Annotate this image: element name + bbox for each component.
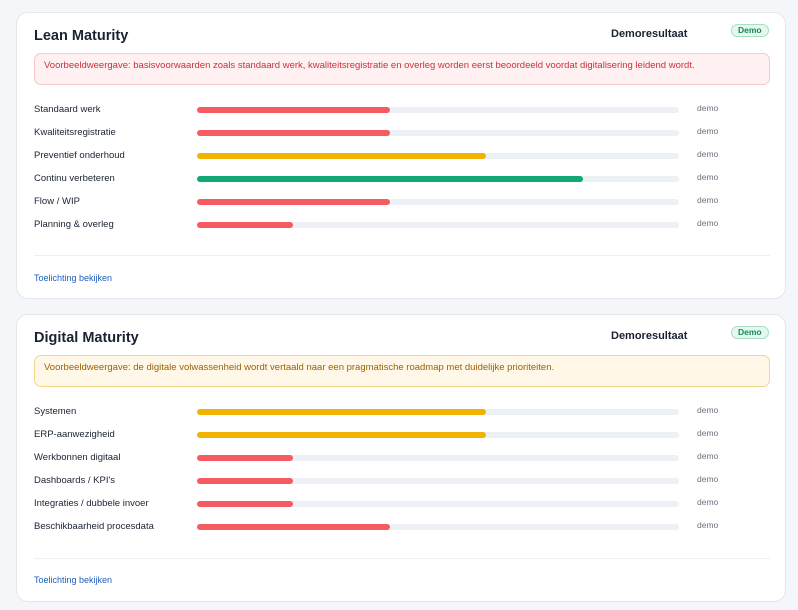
score-row: Flow / WIP demo [17,191,785,214]
score-label: Flow / WIP [34,196,80,207]
score-row: Standaard werk demo [17,99,785,122]
score-row: Continu verbeteren demo [17,168,785,191]
score-bar-track [197,222,679,228]
score-list: Systemen demo ERP-aanwezigheid demo Werkbonn… [17,401,785,539]
score-bar-track [197,409,679,415]
score-label: Beschikbaarheid procesdata [34,521,154,532]
score-bar-fill [197,222,294,228]
result-label: Demoresultaat [611,330,688,342]
score-label: Systemen [34,406,77,417]
score-status: demo [697,474,719,484]
score-row: Beschikbaarheid procesdata demo [17,516,785,539]
divider [34,558,770,559]
score-bar-track [197,107,679,113]
score-status: demo [697,428,719,438]
score-bar-fill [197,501,294,507]
score-bar-track [197,432,679,438]
score-bar-track [197,478,679,484]
score-status: demo [697,172,719,182]
divider [34,255,770,256]
score-row: Dashboards / KPI's demo [17,470,785,493]
score-row: Systemen demo [17,401,785,424]
score-bar-track [197,130,679,136]
digital-maturity-card: Digital Maturity Demoresultaat Demo Voor… [16,314,786,602]
notice-banner: Voorbeeldweergave: de digitale volwassen… [34,355,770,387]
score-status: demo [697,149,719,159]
score-bar-fill [197,130,390,136]
score-label: Integraties / dubbele invoer [34,498,149,509]
score-bar-fill [197,176,583,182]
toelichting-link[interactable]: Toelichting bekijken [34,273,113,283]
card-title: Digital Maturity [34,330,139,346]
score-bar-track [197,501,679,507]
score-status: demo [697,451,719,461]
score-bar-fill [197,107,390,113]
score-bar-fill [197,199,390,205]
score-label: Planning & overleg [34,219,114,230]
score-bar-fill [197,409,487,415]
score-bar-fill [197,432,487,438]
score-bar-fill [197,153,487,159]
score-bar-track [197,524,679,530]
card-title: Lean Maturity [34,28,129,44]
score-status: demo [697,218,719,228]
score-bar-track [197,153,679,159]
score-label: Standaard werk [34,104,101,115]
score-bar-track [197,199,679,205]
score-bar-track [197,455,679,461]
score-label: ERP-aanwezigheid [34,429,115,440]
score-status: demo [697,195,719,205]
result-label: Demoresultaat [611,28,688,40]
score-label: Preventief onderhoud [34,150,125,161]
score-bar-fill [197,478,294,484]
score-label: Werkbonnen digitaal [34,452,121,463]
score-list: Standaard werk demo Kwaliteitsregistratie d… [17,99,785,237]
score-bar-fill [197,524,390,530]
score-status: demo [697,497,719,507]
toelichting-link[interactable]: Toelichting bekijken [34,575,113,585]
score-row: Planning & overleg demo [17,214,785,237]
lean-maturity-card: Lean Maturity Demoresultaat Demo Voorbee… [16,12,786,299]
score-row: Kwaliteitsregistratie demo [17,122,785,145]
score-bar-fill [197,455,294,461]
score-bar-track [197,176,679,182]
demo-badge: Demo [731,326,769,339]
notice-banner: Voorbeeldweergave: basisvoorwaarden zoal… [34,53,770,85]
score-status: demo [697,405,719,415]
score-label: Continu verbeteren [34,173,115,184]
score-row: ERP-aanwezigheid demo [17,424,785,447]
score-status: demo [697,520,719,530]
score-row: Werkbonnen digitaal demo [17,447,785,470]
score-label: Kwaliteitsregistratie [34,127,116,138]
demo-badge: Demo [731,24,769,37]
score-row: Integraties / dubbele invoer demo [17,493,785,516]
score-row: Preventief onderhoud demo [17,145,785,168]
score-status: demo [697,126,719,136]
score-status: demo [697,103,719,113]
score-label: Dashboards / KPI's [34,475,116,486]
